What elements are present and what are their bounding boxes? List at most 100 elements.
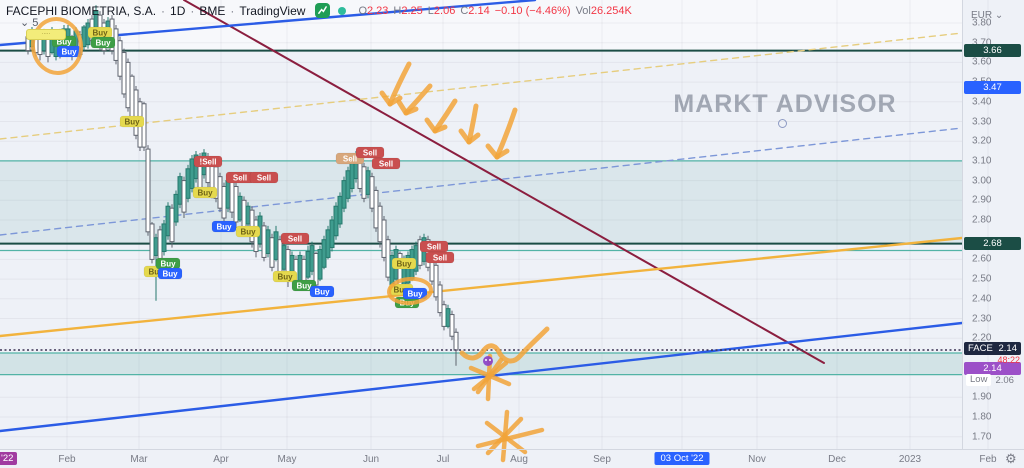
time-tick-label: 2023 (898, 454, 922, 465)
price-level-badge: 3.47 (964, 81, 1021, 94)
signal-marker-buy (402, 287, 428, 300)
ohlc-readout: O2.23 H2.25 L2.06 C2.14 −0.10 (−4.46%) V… (358, 4, 632, 17)
time-axis[interactable]: '22 03 Oct '22 ⚙ Feb Mar Apr May Jun Jul Aug Se… (0, 450, 1024, 468)
price-tick-label: 3.30 (972, 116, 992, 127)
candle-body (333, 205, 339, 237)
annotation-arrowhead (424, 117, 448, 134)
candle-body (173, 193, 179, 223)
price-axis[interactable]: EUR ⌄ 3.803.703.603.503.403.303.203.103.… (963, 0, 1024, 449)
time-tick-label: Feb (979, 454, 997, 465)
signal-marker-label: Buy (56, 38, 72, 47)
signal-marker-label: Buy (92, 29, 108, 38)
candle-body (369, 176, 375, 209)
chevron-down-icon[interactable]: ⌄ (20, 17, 30, 29)
candle-body (133, 89, 139, 136)
price-tick-label: 1.70 (972, 431, 992, 443)
price-axis-divider (962, 0, 963, 449)
support-zone (0, 160, 962, 244)
annotation-squiggle (459, 326, 550, 364)
candle-body (189, 158, 195, 189)
candle-body (309, 245, 315, 272)
signal-marker-buy (272, 270, 298, 283)
candle-body (449, 314, 455, 337)
trendline-channel-blue-lower (0, 321, 964, 433)
time-tick-label: Dec (828, 454, 846, 465)
price-tick-label: 3.20 (972, 135, 992, 147)
signal-marker-label: Buy (407, 290, 423, 299)
candle-body (181, 180, 187, 213)
price-tick-label: 2.80 (972, 214, 992, 226)
candle-body (37, 38, 43, 56)
trendline-support-yellow (0, 236, 964, 338)
time-tick-label: Sep (593, 454, 611, 465)
signal-marker-label: Buy (95, 39, 111, 48)
price-tick-label: 3.10 (972, 155, 992, 167)
signal-marker-buy (211, 220, 237, 233)
low-label: Low (966, 374, 992, 386)
symbol-title[interactable]: FACEPHI BIOMETRIA, S.A. (6, 3, 157, 18)
price-level-badge: 2.68 (964, 237, 1021, 250)
separator: · (190, 3, 195, 18)
candle-body (341, 180, 347, 209)
candle-body (345, 170, 351, 199)
signal-marker-label: Buy (296, 282, 312, 291)
low-price-row: Low 2.06 (966, 374, 1014, 386)
indicator-count: 5 (32, 16, 39, 29)
signal-marker-label: Sell (288, 235, 302, 244)
candle-body (269, 237, 275, 268)
settings-gear-icon[interactable]: ⚙ (1005, 451, 1017, 466)
price-tick-label: 2.20 (972, 332, 992, 344)
candle-body (453, 331, 459, 351)
candle-body (221, 186, 227, 219)
annotation-circle (387, 276, 433, 306)
emoji-eye (489, 359, 491, 361)
price-tick-label: 3.80 (972, 17, 992, 29)
candle-body (441, 304, 447, 327)
candle-body (281, 245, 287, 270)
signal-marker-sell (193, 155, 223, 168)
emoji-sticker (483, 356, 493, 366)
support-zone (0, 352, 962, 375)
price-level-badge: 2.14 (964, 362, 1021, 375)
annotation-arrowhead (458, 128, 481, 145)
currency-dropdown[interactable]: EUR ⌄ (971, 10, 1004, 21)
signal-marker-label: Buy (216, 223, 232, 232)
trendline-dashed-yellow (0, 32, 963, 140)
indicator-script-tag[interactable]: ····· (26, 29, 66, 40)
signal-marker-label: Buy (61, 48, 77, 57)
candle-body (121, 52, 127, 95)
candle-body (301, 258, 307, 284)
candle-body (305, 251, 311, 278)
candle-body (357, 160, 363, 189)
signal-marker-label: Buy (393, 286, 409, 295)
signal-marker-label: Buy (314, 288, 330, 297)
candle-body (225, 180, 231, 209)
signal-marker-sell (371, 157, 401, 170)
platform-label[interactable]: TradingView (239, 3, 306, 18)
candle-body (437, 284, 443, 314)
signal-marker-label: !Sell (200, 158, 217, 167)
candle-body (337, 195, 343, 225)
candle-body (185, 168, 191, 199)
price-tick-label: 2.50 (972, 273, 992, 285)
exchange-label[interactable]: BME (199, 3, 226, 18)
symbol-header: FACEPHI BIOMETRIA, S.A. · 1D · BME · Tra… (6, 3, 632, 18)
tradingview-logo-icon[interactable] (315, 3, 331, 18)
signal-marker-label: Buy (197, 189, 213, 198)
indicator-collapse-row[interactable]: ⌄ 5 (20, 16, 39, 30)
candle-body (325, 229, 331, 258)
price-tick-label: 3.00 (972, 175, 992, 187)
candle-body (165, 205, 171, 237)
signal-marker-label: Buy (277, 273, 293, 282)
time-tick-label: Feb (58, 454, 76, 465)
candle-body (361, 166, 367, 199)
interval-label[interactable]: 1D (170, 3, 186, 18)
signal-marker-sell (249, 171, 279, 184)
signal-marker-label: Sell (379, 160, 393, 169)
price-tick-label: 2.90 (972, 194, 992, 206)
bar-countdown: 48:22 (997, 355, 1020, 365)
candle-body (129, 75, 135, 121)
candle-body (117, 40, 123, 77)
candle-body (433, 264, 439, 298)
